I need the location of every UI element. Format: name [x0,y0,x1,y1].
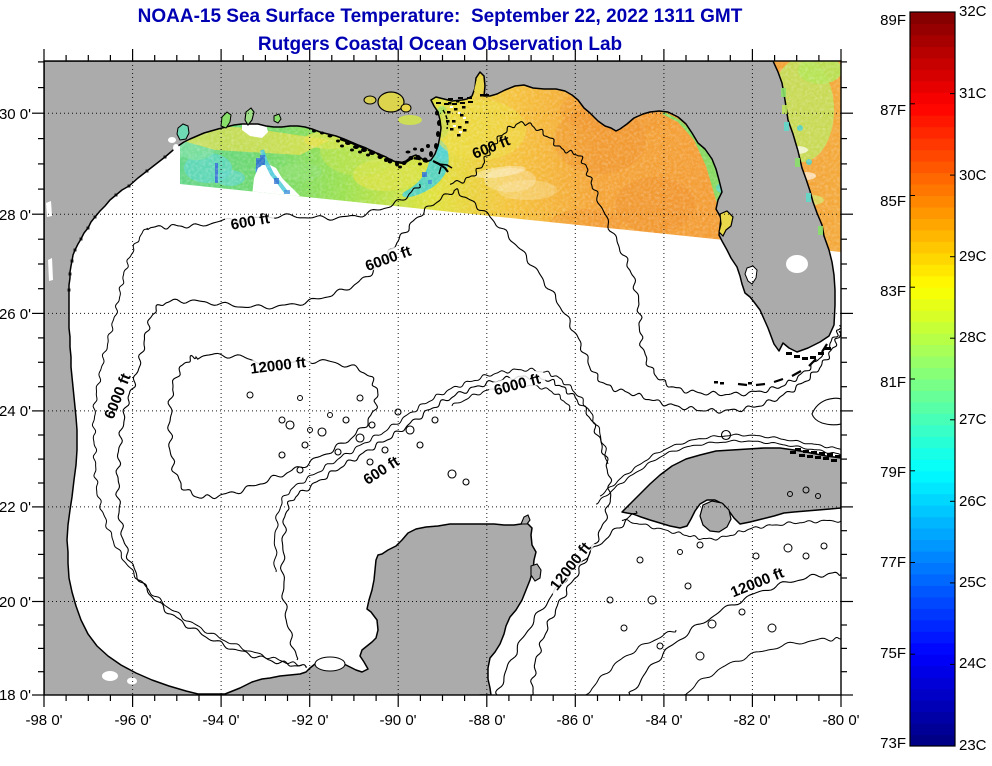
svg-text:18 0': 18 0' [0,687,31,704]
svg-text:-80 0': -80 0' [822,712,859,729]
svg-text:-82 0': -82 0' [733,712,770,729]
svg-text:20 0': 20 0' [0,594,31,611]
svg-text:-98 0': -98 0' [25,712,62,729]
svg-text:28 0': 28 0' [0,207,31,224]
svg-text:-90 0': -90 0' [379,712,416,729]
svg-text:-86 0': -86 0' [556,712,593,729]
svg-text:77F: 77F [880,554,906,571]
svg-text:85F: 85F [880,193,906,210]
svg-text:6000 ft: 6000 ft [101,371,135,421]
svg-text:25C: 25C [959,574,987,591]
svg-text:-94 0': -94 0' [202,712,239,729]
svg-text:73F: 73F [880,735,906,752]
svg-text:27C: 27C [959,411,987,428]
svg-text:Rutgers Coastal Ocean Observat: Rutgers Coastal Ocean Observation Lab [258,34,622,55]
svg-text:22 0': 22 0' [0,499,31,516]
svg-text:26 0': 26 0' [0,306,31,323]
svg-text:12000 ft: 12000 ft [249,354,307,378]
svg-text:23C: 23C [959,737,987,754]
svg-text:30 0': 30 0' [0,106,31,123]
svg-text:24C: 24C [959,655,987,672]
svg-text:-88 0': -88 0' [468,712,505,729]
svg-text:12000 ft: 12000 ft [728,564,786,601]
svg-text:30C: 30C [959,167,987,184]
svg-text:12000 ft: 12000 ft [547,539,595,593]
svg-text:NOAA-15 Sea Surface Temperatur: NOAA-15 Sea Surface Temperature: Septemb… [138,6,743,27]
svg-text:31C: 31C [959,85,987,102]
svg-text:6000 ft: 6000 ft [492,371,542,400]
svg-text:75F: 75F [880,645,906,662]
svg-text:600 ft: 600 ft [360,453,402,489]
svg-text:28C: 28C [959,329,987,346]
svg-text:26C: 26C [959,493,987,510]
svg-text:32C: 32C [959,3,987,20]
svg-text:83F: 83F [880,283,906,300]
svg-text:79F: 79F [880,464,906,481]
svg-text:6000 ft: 6000 ft [363,243,413,275]
svg-text:24 0': 24 0' [0,403,31,420]
svg-text:-96 0': -96 0' [114,712,151,729]
svg-text:87F: 87F [880,102,906,119]
svg-text:-84 0': -84 0' [645,712,682,729]
svg-text:-92 0': -92 0' [291,712,328,729]
svg-text:89F: 89F [880,12,906,29]
svg-text:29C: 29C [959,248,987,265]
svg-text:81F: 81F [880,374,906,391]
svg-text:600 ft: 600 ft [229,210,271,234]
